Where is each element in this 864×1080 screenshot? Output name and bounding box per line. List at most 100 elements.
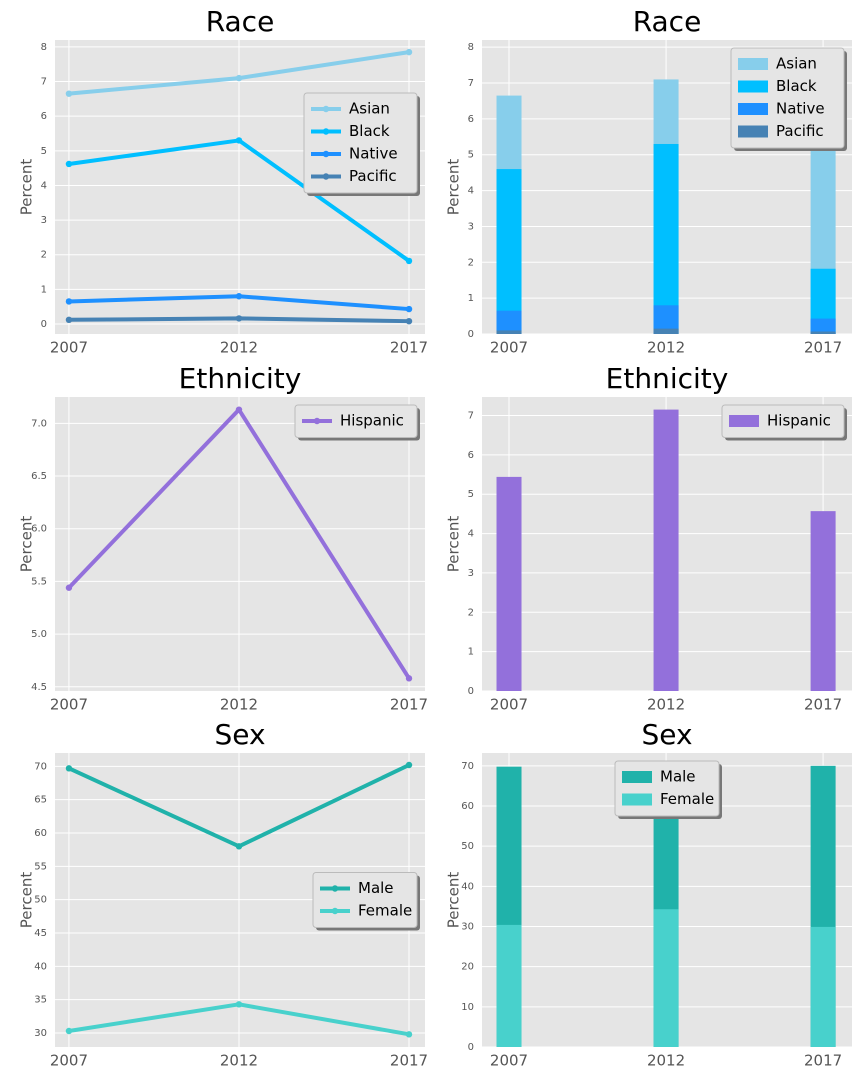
legend-box [303, 92, 418, 194]
x-tick-label: 2017 [390, 1052, 428, 1070]
y-tick-label: 4.5 [31, 682, 47, 693]
plot-area [55, 397, 425, 691]
y-tick-label: 20 [461, 962, 474, 973]
point [65, 584, 73, 591]
y-tick-label: 40 [34, 961, 47, 972]
panel: Ethnicity Percent 4.5 5.0 5.5 6.0 6.5 7.0 2007 20… [18, 362, 429, 714]
y-tick-label: 5 [468, 489, 474, 500]
legend-marker [331, 885, 339, 892]
point [235, 1001, 243, 1008]
x-tick-label: 2017 [390, 696, 428, 714]
chart-title: Sex [214, 718, 265, 751]
y-axis-label: Percent [18, 159, 36, 216]
x-tick-label: 2007 [50, 1052, 88, 1070]
y-tick-label: 1 [41, 284, 47, 295]
legend-swatch [738, 80, 768, 93]
bar [496, 476, 522, 691]
panel: Race Percent 0 1 2 3 4 5 6 7 8 2007 2012 2017 Asian Bla… [445, 5, 852, 357]
x-tick-label: 2007 [50, 696, 88, 714]
y-tick-label: 5.0 [31, 629, 47, 640]
legend-label: Male [660, 768, 696, 786]
y-tick-label: 3 [468, 568, 474, 579]
legend-box [730, 47, 845, 149]
legend-label: Hispanic [767, 412, 831, 430]
y-tick-label: 50 [461, 841, 474, 852]
legend-label: Male [358, 879, 394, 897]
x-tick-label: 2017 [804, 339, 842, 357]
bar [653, 909, 679, 1047]
legend: Male Female [312, 872, 420, 931]
y-tick-label: 1 [468, 293, 474, 304]
y-tick-label: 8 [468, 42, 474, 53]
y-tick-label: 45 [34, 928, 47, 939]
panel: Race Percent 0 1 2 3 4 5 6 7 8 2007 2012 2017 Asian Bla… [18, 5, 429, 357]
x-tick-label: 2007 [50, 339, 88, 357]
bar [653, 409, 679, 691]
point [235, 137, 243, 144]
bar [496, 310, 522, 334]
y-tick-label: 60 [34, 828, 47, 839]
y-axis-label: Percent [18, 872, 36, 929]
legend: Asian Black Native Pacific [303, 92, 420, 196]
chart-title: Sex [641, 718, 692, 751]
y-tick-label: 7 [41, 77, 47, 88]
chart-title: Ethnicity [179, 362, 302, 395]
point [65, 298, 73, 305]
y-axis-label: Percent [445, 516, 463, 573]
bar [496, 924, 522, 1047]
y-tick-label: 2 [41, 250, 47, 261]
y-tick-label: 55 [34, 861, 47, 872]
legend-marker [322, 105, 330, 113]
y-tick-label: 7.0 [31, 418, 47, 429]
bar [810, 511, 836, 691]
x-tick-label: 2007 [490, 696, 528, 714]
point [65, 316, 73, 324]
y-tick-label: 40 [461, 881, 474, 892]
x-tick-label: 2007 [490, 339, 528, 357]
y-tick-label: 4 [468, 186, 474, 197]
y-tick-label: 7 [468, 78, 474, 89]
point [65, 765, 73, 772]
legend-label: Pacific [776, 122, 824, 140]
point [65, 160, 73, 168]
legend-swatch [738, 103, 768, 115]
legend-box [312, 872, 418, 928]
y-tick-label: 6.0 [31, 524, 47, 535]
y-tick-label: 4 [41, 180, 47, 191]
y-axis-label: Percent [445, 159, 463, 216]
y-tick-label: 2 [468, 257, 474, 268]
legend-swatch [738, 58, 768, 70]
legend-marker [322, 128, 330, 135]
y-tick-label: 3 [41, 215, 47, 226]
point [235, 315, 243, 322]
x-tick-label: 2017 [390, 339, 428, 357]
y-tick-label: 0 [41, 319, 47, 330]
point [235, 843, 243, 850]
bar [496, 169, 522, 334]
legend-label: Female [358, 902, 412, 920]
point [65, 1027, 73, 1035]
legend-label: Black [349, 122, 390, 140]
point [405, 48, 413, 56]
panel: Sex Percent 0 10 20 30 40 50 60 70 2007 2012 2017 Mal… [445, 718, 852, 1070]
bar [653, 328, 679, 334]
legend-label: Native [349, 145, 398, 163]
legend-swatch [622, 793, 652, 806]
point [405, 761, 413, 769]
legend-label: Asian [776, 55, 817, 73]
point [405, 305, 413, 313]
chart-title: Race [633, 5, 702, 38]
y-tick-label: 3 [468, 221, 474, 232]
y-tick-label: 0 [468, 329, 474, 340]
y-tick-label: 70 [461, 761, 474, 772]
y-axis-label: Percent [445, 872, 463, 929]
bar [810, 318, 836, 334]
legend-swatch [729, 415, 759, 427]
x-tick-label: 2012 [220, 1052, 258, 1070]
legend: Asian Black Native Pacific [730, 47, 847, 151]
legend-box [721, 404, 845, 438]
y-tick-label: 65 [34, 795, 47, 806]
legend-label: Pacific [349, 167, 397, 185]
y-tick-label: 6 [468, 450, 474, 461]
